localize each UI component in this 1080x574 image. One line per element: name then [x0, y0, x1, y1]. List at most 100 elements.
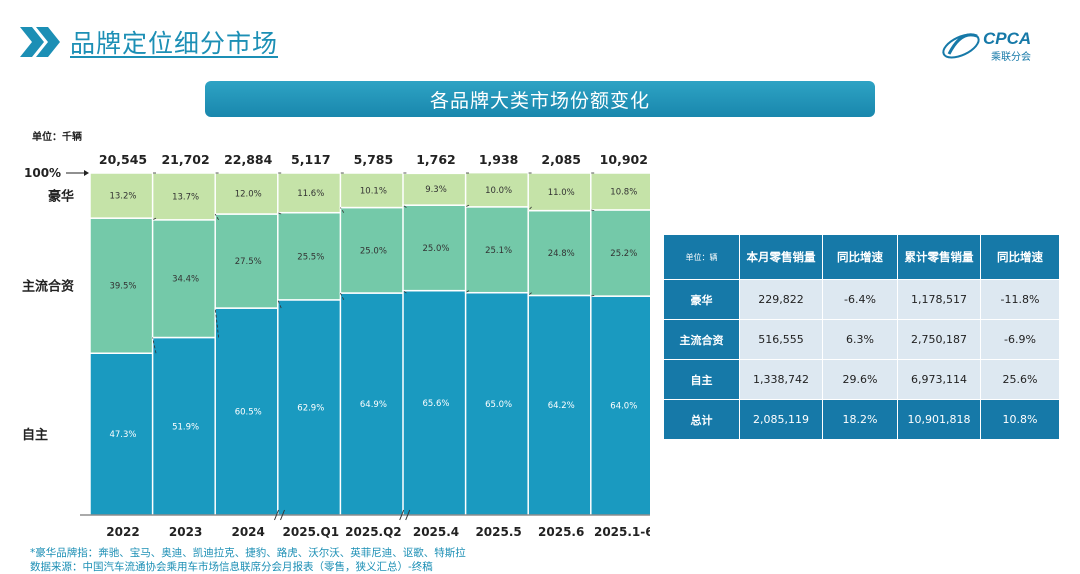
connector-line	[152, 217, 157, 221]
connector-line	[277, 212, 282, 215]
bar-segment	[527, 209, 595, 297]
table-row: 豪华 229,822 -6.4% 1,178,517 -11.8%	[663, 279, 1060, 320]
data-label: 60.5%	[235, 408, 262, 418]
bar-segment	[590, 209, 650, 297]
data-label: 34.4%	[172, 275, 199, 285]
table-cell: 10.8%	[980, 399, 1060, 440]
bar-segment	[89, 352, 157, 516]
double-chevron-icon	[20, 27, 60, 57]
axis-break-mark	[280, 509, 285, 521]
chart-banner: 各品牌大类市场份额变化	[205, 81, 875, 117]
total-label: 21,702	[161, 152, 209, 167]
category-label: 2024	[231, 525, 264, 539]
data-label: 10.1%	[360, 186, 387, 196]
connector-line	[402, 204, 407, 208]
data-label: 51.9%	[172, 422, 199, 432]
connector-line	[152, 337, 157, 354]
total-label: 1,938	[479, 152, 519, 167]
connector-line	[590, 295, 595, 297]
table-cell: 18.2%	[822, 399, 898, 440]
table-row-label: 豪华	[663, 279, 740, 320]
series-label: 豪华	[48, 189, 74, 205]
table-col-header: 同比增速	[980, 234, 1060, 280]
bar-segment	[527, 172, 595, 212]
bar-segment	[402, 289, 470, 516]
data-label: 25.2%	[610, 249, 637, 259]
table-row-label: 主流合资	[663, 319, 740, 360]
data-label: 13.2%	[109, 192, 136, 202]
data-label: 64.2%	[548, 401, 575, 411]
data-label: 64.0%	[610, 402, 637, 412]
svg-text:乘联分会: 乘联分会	[991, 50, 1031, 63]
table-row: 主流合资 516,555 6.3% 2,750,187 -6.9%	[663, 319, 1060, 360]
stacked-bar-chart: 47.3% 39.5% 13.2% 2022 20,545 51.9% 34.4% 13.7%…	[22, 152, 650, 539]
data-label: 25.0%	[360, 246, 387, 256]
chart-unit-label: 单位：千辆	[32, 132, 82, 143]
table-cell: 25.6%	[980, 359, 1060, 400]
table-total-row: 总计 2,085,119 18.2% 10,901,818 10.8%	[663, 399, 1060, 440]
bar-segment	[590, 295, 650, 516]
table-col-header: 本月零售销量	[739, 234, 823, 280]
bar-segment	[89, 217, 157, 354]
table-cell: -6.9%	[980, 319, 1060, 360]
table-cell: 229,822	[739, 279, 823, 320]
bar-segment	[402, 204, 470, 292]
data-label: 65.6%	[422, 399, 449, 409]
total-label: 22,884	[224, 152, 273, 167]
top-axis-label: 100%	[24, 166, 61, 180]
bar-segment	[590, 172, 650, 211]
connector-line	[214, 213, 219, 221]
connector-line	[527, 206, 532, 211]
connector-line	[402, 290, 407, 294]
axis-break-mark	[274, 509, 279, 521]
table-cell: 1,178,517	[897, 279, 981, 320]
page-header: 品牌定位细分市场	[18, 22, 278, 62]
data-label: 11.6%	[297, 189, 324, 199]
table-cell: 2,085,119	[739, 399, 823, 440]
bar-segment	[214, 307, 282, 516]
cpca-logo: CPCA 乘联分会	[942, 29, 1031, 63]
table-header-row: 单位：辆 本月零售销量 同比增速 累计零售销量 同比增速	[663, 234, 1060, 280]
table-cell: 2,750,187	[897, 319, 981, 360]
table-cell: 516,555	[739, 319, 823, 360]
total-label: 5,785	[354, 152, 394, 167]
series-label: 主流合资	[22, 279, 74, 295]
data-label: 11.0%	[548, 188, 575, 198]
data-label: 25.1%	[485, 246, 512, 256]
data-label: 27.5%	[235, 257, 262, 267]
table-row: 自主 1,338,742 29.6% 6,973,114 25.6%	[663, 359, 1060, 400]
bar-segment	[464, 291, 533, 516]
bar-segment	[464, 171, 533, 208]
connector-line	[277, 299, 282, 309]
data-label: 13.7%	[172, 192, 199, 202]
connector-line	[590, 209, 595, 212]
bar-segment	[214, 172, 282, 215]
table-col-header: 累计零售销量	[897, 234, 981, 280]
table-cell: 1,338,742	[739, 359, 823, 400]
table-cell: 6,973,114	[897, 359, 981, 400]
banner-title: 各品牌大类市场份额变化	[429, 89, 650, 112]
total-label: 20,545	[99, 152, 147, 167]
data-label: 65.0%	[485, 400, 512, 410]
total-label: 2,085	[541, 152, 581, 167]
data-label: 10.8%	[610, 187, 637, 197]
top-axis-arrowhead	[84, 170, 89, 176]
data-label: 62.9%	[297, 403, 324, 413]
table-row-label: 自主	[663, 359, 740, 400]
bar-segment	[89, 172, 157, 219]
data-label: 24.8%	[548, 249, 575, 259]
table-cell: -11.8%	[980, 279, 1060, 320]
data-label: 25.5%	[297, 252, 324, 262]
axis-break-mark	[405, 509, 411, 521]
connector-line	[527, 292, 532, 296]
total-label: 1,762	[416, 152, 456, 167]
connector-line	[465, 290, 470, 294]
total-label: 5,117	[291, 152, 331, 167]
category-label: 2025.5	[475, 525, 521, 539]
data-label: 64.9%	[360, 400, 387, 410]
category-label: 2025.6	[538, 525, 584, 539]
connector-line	[340, 292, 345, 301]
data-label: 9.3%	[425, 185, 447, 195]
data-label: 10.0%	[485, 186, 512, 196]
connector-line	[465, 204, 470, 208]
